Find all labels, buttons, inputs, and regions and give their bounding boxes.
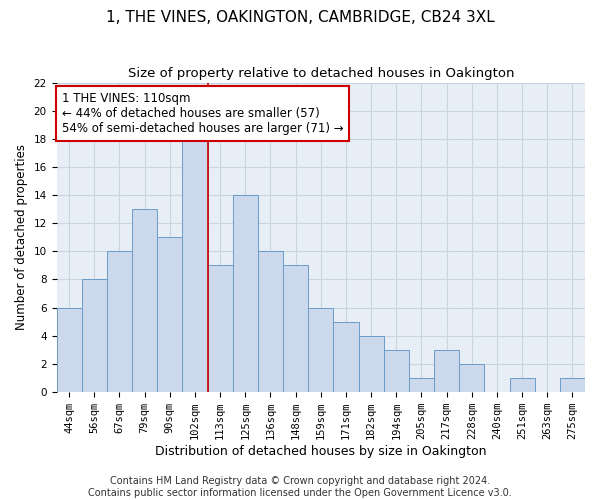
Bar (459, 364, 484, 392)
Bar (182, 139, 208, 392)
Bar (107, 252, 132, 392)
Bar (233, 196, 258, 392)
Bar (56, 308, 82, 392)
Bar (409, 378, 434, 392)
Bar (208, 266, 233, 392)
Bar (132, 210, 157, 392)
Bar (560, 378, 585, 392)
Bar (334, 322, 359, 392)
Bar (82, 280, 107, 392)
Bar (509, 378, 535, 392)
Text: Contains HM Land Registry data © Crown copyright and database right 2024.
Contai: Contains HM Land Registry data © Crown c… (88, 476, 512, 498)
Bar (157, 238, 182, 392)
Text: 1, THE VINES, OAKINGTON, CAMBRIDGE, CB24 3XL: 1, THE VINES, OAKINGTON, CAMBRIDGE, CB24… (106, 10, 494, 25)
Bar (283, 266, 308, 392)
Bar (258, 252, 283, 392)
Y-axis label: Number of detached properties: Number of detached properties (15, 144, 28, 330)
Text: 1 THE VINES: 110sqm
← 44% of detached houses are smaller (57)
54% of semi-detach: 1 THE VINES: 110sqm ← 44% of detached ho… (62, 92, 343, 136)
X-axis label: Distribution of detached houses by size in Oakington: Distribution of detached houses by size … (155, 444, 487, 458)
Bar (359, 336, 383, 392)
Bar (434, 350, 459, 392)
Title: Size of property relative to detached houses in Oakington: Size of property relative to detached ho… (128, 68, 514, 80)
Bar (308, 308, 334, 392)
Bar (383, 350, 409, 392)
